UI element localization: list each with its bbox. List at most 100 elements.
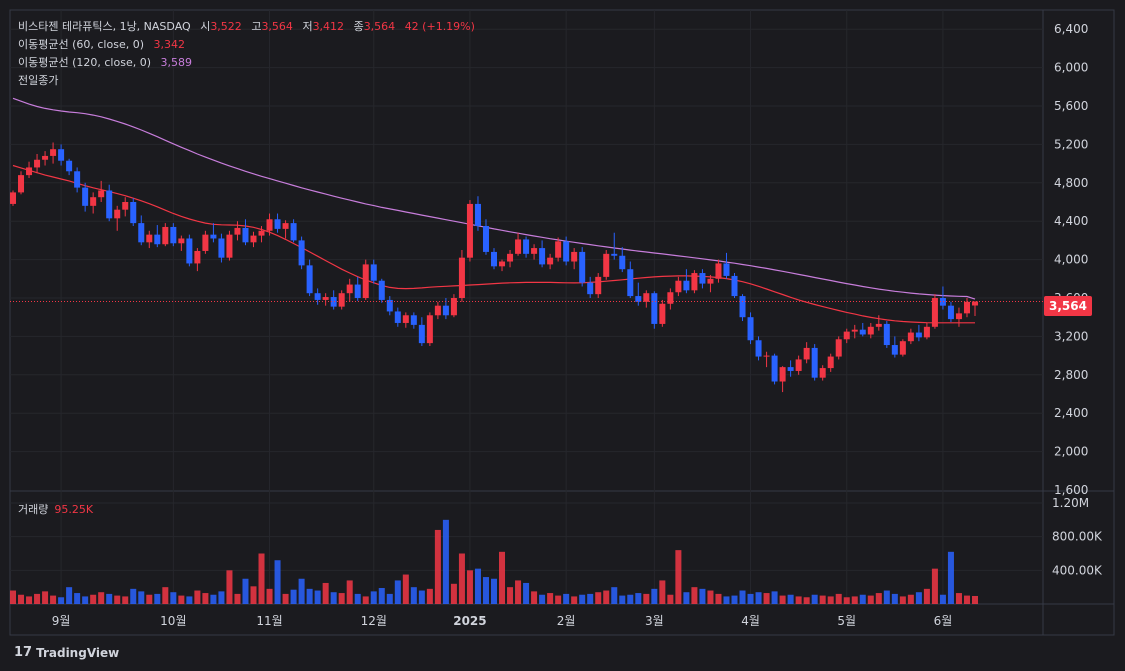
volume-bar — [66, 587, 73, 604]
candle-body — [691, 273, 698, 291]
price-tick-label: 4,400 — [1054, 214, 1088, 228]
candle-body — [619, 255, 626, 270]
volume-bar — [458, 553, 465, 604]
price-tick-label: 6,400 — [1054, 22, 1088, 36]
candle-body — [74, 171, 81, 188]
legend-ma120-row[interactable]: 이동평균선 (120, close, 0) 3,589 — [18, 54, 475, 72]
candle-body — [699, 273, 706, 284]
high-value: 3,564 — [261, 20, 293, 33]
candle-body — [426, 315, 433, 344]
candle-body — [955, 313, 962, 320]
candle-body — [9, 192, 17, 204]
legend-prev-close-row[interactable]: 전일종가 — [18, 72, 475, 90]
volume-bar — [707, 590, 714, 604]
candle-body — [635, 296, 642, 302]
price-tick-label: 6,000 — [1054, 61, 1088, 75]
candle-body — [42, 155, 49, 160]
volume-bar — [442, 519, 449, 604]
candle-body — [346, 284, 353, 294]
candle-body — [755, 340, 762, 357]
candle-body — [611, 253, 618, 256]
candle-body — [226, 234, 233, 258]
candle-body — [242, 227, 249, 243]
tradingview-footer[interactable]: 17 TradingView — [14, 645, 119, 660]
volume-bar — [691, 587, 698, 604]
candle-body — [867, 326, 874, 335]
volume-bar — [9, 590, 17, 604]
volume-bar — [723, 596, 730, 604]
candle-body — [579, 251, 586, 283]
volume-bar — [74, 593, 81, 604]
candle-body — [891, 345, 898, 355]
time-tick-label: 5월 — [837, 614, 856, 628]
candle-body — [531, 248, 538, 254]
candle-body — [683, 280, 690, 291]
volume-bar — [851, 596, 858, 604]
candle-body — [474, 203, 481, 226]
candle-body — [939, 298, 946, 306]
candle-body — [859, 329, 866, 335]
ma120-value: 3,589 — [160, 56, 193, 69]
time-tick-label: 4월 — [741, 614, 760, 628]
price-tick-label: 5,200 — [1054, 137, 1088, 151]
volume-bar — [811, 594, 818, 604]
volume-bar — [747, 593, 754, 604]
volume-bar — [827, 596, 834, 604]
volume-bar — [667, 594, 674, 604]
volume-legend[interactable]: 거래량 95.25K — [18, 501, 93, 517]
price-tick-label: 2,800 — [1054, 368, 1088, 382]
volume-bar — [194, 590, 201, 604]
legend-ma60-row[interactable]: 이동평균선 (60, close, 0) 3,342 — [18, 36, 475, 54]
tradingview-brand: TradingView — [36, 645, 120, 660]
candle-body — [835, 339, 842, 357]
candle-body — [338, 293, 345, 307]
volume-bar — [218, 591, 225, 604]
volume-bar — [499, 551, 506, 604]
candle-body — [907, 332, 914, 342]
volume-bar — [346, 580, 353, 604]
volume-bar — [595, 592, 602, 604]
candle-body — [747, 317, 754, 341]
symbol-title[interactable]: 비스타젠 테라퓨틱스, 1낭, NASDAQ — [18, 20, 191, 33]
candle-body — [274, 219, 281, 229]
candle-body — [739, 296, 746, 318]
candle-body — [547, 257, 554, 265]
volume-bar — [739, 590, 746, 604]
ma120-label: 이동평균선 (120, close, 0) — [18, 56, 151, 69]
time-tick-label: 9월 — [52, 614, 71, 628]
candle-body — [827, 356, 834, 369]
volume-label: 거래량 — [18, 503, 49, 516]
candle-body — [923, 326, 930, 338]
volume-bar — [418, 590, 425, 604]
volume-bar — [106, 593, 113, 604]
volume-bar — [482, 577, 489, 604]
volume-bar — [611, 587, 618, 604]
candle-body — [971, 301, 979, 306]
volume-bar — [587, 593, 594, 604]
volume-bar — [154, 593, 161, 604]
volume-bar — [370, 591, 377, 604]
candle-body — [450, 298, 457, 316]
time-tick-label: 3월 — [645, 614, 664, 628]
low-label: 저 — [302, 20, 313, 33]
volume-bar — [410, 587, 417, 604]
close-value: 3,564 — [363, 20, 396, 33]
volume-bar — [186, 596, 193, 604]
price-tick-label: 3,200 — [1054, 329, 1088, 343]
volume-bar — [450, 583, 457, 604]
volume-bar — [619, 595, 626, 604]
candle-body — [931, 298, 938, 327]
candle-body — [659, 303, 666, 324]
candle-body — [707, 278, 714, 284]
candle-body — [418, 324, 425, 344]
candle-body — [146, 234, 153, 243]
volume-bar — [523, 582, 530, 604]
volume-bar — [306, 588, 313, 604]
volume-bar — [122, 596, 129, 604]
volume-bar — [226, 570, 233, 604]
candle-body — [26, 167, 33, 176]
candle-body — [154, 234, 161, 245]
volume-bar — [50, 595, 57, 604]
